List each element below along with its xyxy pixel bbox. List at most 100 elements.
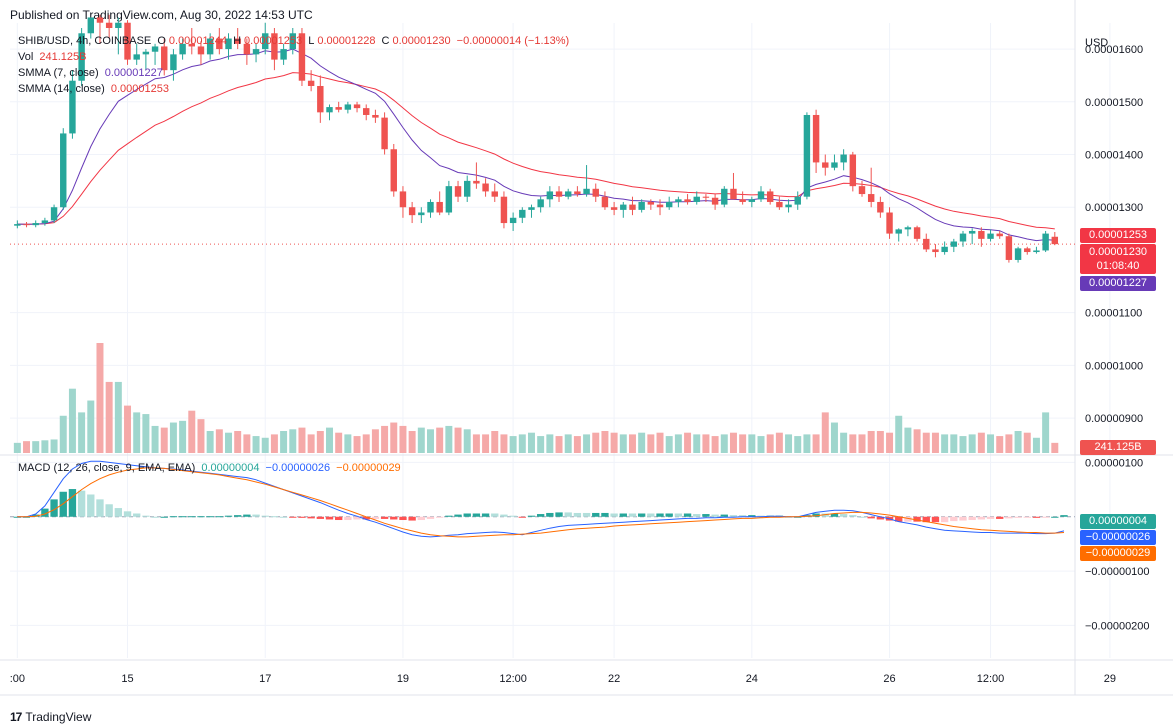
macd-hist-bar [160,516,168,518]
macd-hist-bar [500,514,508,517]
price-tick-label: 0.00001600 [1085,44,1143,56]
volume-bar [527,432,535,453]
volume-bar [803,434,811,453]
candle-body [115,22,122,28]
candle-body [124,22,131,60]
macd-hist-bar [344,516,352,521]
smma7-price-tag: 0.00001227 [1080,276,1156,291]
macd-hist-bar [252,514,260,517]
candle-body [298,33,306,81]
candle-body [482,183,489,192]
candle-body [721,188,728,205]
volume-value: 241.125B [39,51,87,63]
candle-body [1051,236,1059,245]
macd-hist-bar [996,516,1004,519]
volume-legend[interactable]: Vol 241.125B [18,49,89,65]
macd-hist-bar [628,513,637,517]
ohlc-change: −0.00000014 (−1.13%) [456,35,570,47]
volume-bar [830,422,838,453]
macd-tick-label: −0.00000200 [1085,620,1150,632]
volume-bar [87,400,95,453]
volume-bar [573,436,581,453]
volume-bar [794,436,802,453]
candle-body [702,196,710,198]
volume-bar [904,427,912,453]
candle-body [96,17,104,23]
candle-body [895,229,902,234]
smma7-legend[interactable]: SMMA (7, close) 0.00001227 [18,65,166,81]
candle-body [794,196,801,205]
volume-bar [647,434,655,453]
macd-hist-bar [289,516,297,518]
macd-hist-bar [169,516,178,518]
candle-body [785,204,792,208]
macd-hist-bar [858,516,866,518]
volume-bar [1023,432,1031,453]
volume-bar [987,434,995,453]
smma7-line [17,48,1055,242]
ohlc-high: 0.00001253 [244,35,303,47]
volume-bar [785,434,793,453]
candle-body [326,107,333,113]
candle-body [151,46,159,52]
volume-bar [234,431,242,453]
volume-bar [96,343,104,453]
ohlc-high-label: H [233,35,242,47]
candle-body [757,191,765,200]
volume-bar [252,436,260,453]
bar-countdown: 01:08:40 [1096,260,1140,272]
candle-body [87,17,95,34]
volume-bar [381,425,389,453]
macd-hist-bar [243,514,251,517]
volume-bar [32,441,40,453]
volume-bars [13,343,1059,453]
volume-bar [491,431,499,453]
smma14-price-tag: 0.00001253 [1080,228,1156,243]
ohlc-low-label: L [308,35,315,47]
time-tick-label: 12:00 [977,673,1005,685]
candle-body [142,51,150,55]
volume-bar [702,434,710,453]
volume-bar [509,436,517,453]
macd-hist-bar [536,514,545,517]
volume-bar [1032,437,1040,453]
ohlc-open: 0.00001244 [168,35,228,47]
volume-bar [922,432,930,453]
symbol-label[interactable]: SHIB/USD, 4h, COINBASE [18,35,152,47]
volume-bar [41,440,49,453]
volume-bar [821,412,829,453]
volume-bar [996,436,1004,453]
smma14-legend[interactable]: SMMA (14, close) 0.00001253 [18,81,172,97]
candle-body [601,196,609,208]
candle-body [941,246,948,253]
macd-signal-value: −0.00000029 [336,462,401,474]
macd-hist-bar [1005,516,1013,519]
volume-bar [169,422,177,453]
candle-body [216,38,223,50]
footer-brand[interactable]: 17 TradingView [10,710,91,724]
macd-legend[interactable]: MACD (12, 26, close, 9, EMA, EMA) 0.0000… [18,460,404,476]
macd-hist-bar [977,516,986,520]
volume-bar [59,415,67,453]
time-tick-label: 26 [883,673,895,685]
candle-body [886,212,893,234]
volume-bar [1014,431,1022,453]
candle-body [436,201,443,213]
candle-body [454,186,462,197]
candle-body [280,49,287,60]
macd-hist-bar [206,516,214,518]
candle-body [877,201,884,213]
volume-bar [757,436,765,453]
macd-hist-bar [693,514,701,517]
macd-hist-bar [839,514,848,517]
macd-hist-bar [564,512,572,517]
macd-hist-bar [637,513,646,517]
macd-hist-bar [123,511,132,517]
macd-signal-line [17,467,1065,538]
macd-hist-bar [821,513,829,517]
price-tick-label: 0.00001000 [1085,360,1143,372]
volume-bar [638,432,646,453]
macd-hist-bar [959,516,967,521]
candle-body [464,180,471,197]
